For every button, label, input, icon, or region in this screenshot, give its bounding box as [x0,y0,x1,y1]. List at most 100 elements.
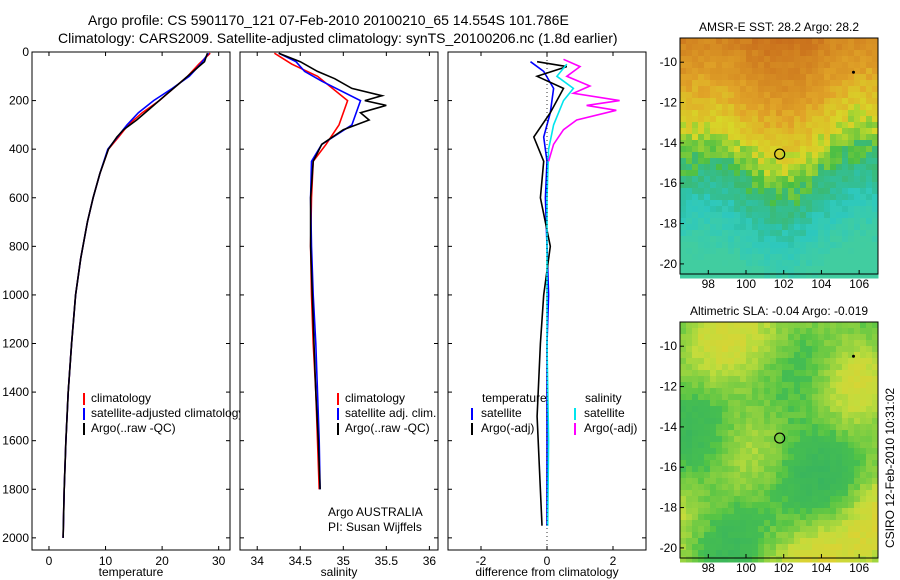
sla-map-cell [782,364,789,371]
sst-map-cell [686,194,693,201]
sst-map-cell [698,56,705,63]
sst-map-cell [866,158,873,165]
sst-map-cell [818,80,825,87]
sla-map-cell [800,370,807,377]
sla-map-cell [782,514,789,521]
sst-map-cell [764,146,771,153]
sla-map-cell [722,376,729,383]
sst-map-cell [836,56,843,63]
sst-map-cell [782,188,789,195]
sst-map-cell [794,254,801,261]
sst-map-cell [794,170,801,177]
sla-map-cell [812,550,819,557]
sla-map-cell [752,526,759,533]
sla-map-cell [830,340,837,347]
sst-map-cell [824,68,831,75]
sla-map-cell [692,412,699,419]
sst-map-cell [866,56,873,63]
sla-map-cell [734,556,741,563]
sla-map-cell [770,544,777,551]
sst-map-cell [800,248,807,255]
sst-map-cell [734,116,741,123]
sst-map-cell [788,266,795,273]
sla-map-cell [686,388,693,395]
sst-map-cell [860,122,867,129]
sst-map-cell [698,44,705,51]
sst-map-cell [806,170,813,177]
sla-map-cell [704,490,711,497]
sla-map-cell [788,550,795,557]
sla-map-cell [692,436,699,443]
sla-map-cell [770,514,777,521]
sst-map-cell [698,146,705,153]
sst-map-cell [818,206,825,213]
sla-map-cell [800,430,807,437]
sst-map-cell [740,254,747,261]
sla-map-cell [806,430,813,437]
difference-series-1 [532,60,568,526]
sla-map-cell [830,544,837,551]
sst-map-cell [698,266,705,273]
sla-map-cell [812,472,819,479]
sst-map-cell [818,218,825,225]
sst-map-cell [842,164,849,171]
sla-map-cell [872,394,879,401]
sla-map-cell [842,340,849,347]
sla-map-cell [824,340,831,347]
sla-map-cell [818,340,825,347]
sla-map-cell [746,358,753,365]
sst-map-cell [848,176,855,183]
sst-map-cell [686,164,693,171]
sst-map-cell [830,92,837,99]
sst-map-cell [710,194,717,201]
sla-map-cell [770,496,777,503]
sla-map-cell [740,346,747,353]
sst-map-cell [728,212,735,219]
sla-map-cell [698,526,705,533]
sla-map-cell [788,412,795,419]
sla-map-cell [692,538,699,545]
sla-map-cell [692,364,699,371]
sst-map-cell [698,134,705,141]
sst-map-cell [872,224,879,231]
sla-map-cell [734,382,741,389]
sst-map-cell [860,146,867,153]
sst-map-cell [716,218,723,225]
sst-map-cell [722,38,729,45]
sla-map-cell [716,322,723,329]
sla-map-cell [830,526,837,533]
sla-map-cell [716,436,723,443]
sst-map-cell [710,206,717,213]
sst-map-cell [860,68,867,75]
sla-map-cell [746,532,753,539]
sla-map-cell [812,532,819,539]
sst-map-cell [842,218,849,225]
sla-map-cell [710,430,717,437]
sla-map-cell [698,556,705,563]
sst-map-cell [818,104,825,111]
sla-map-cell [734,412,741,419]
sla-map-cell [722,370,729,377]
sla-map-cell [764,556,771,563]
sla-map-cell [746,406,753,413]
sla-map-cell [740,436,747,443]
sst-map-cell [854,128,861,135]
sla-map-cell [692,322,699,329]
sst-map-cell [794,92,801,99]
sst-map-cell [830,134,837,141]
sst-map-cell [758,236,765,243]
difference-xtick-label: 0 [544,554,551,568]
sla-map-cell [860,520,867,527]
sst-map-cell [692,248,699,255]
sst-map-cell [686,176,693,183]
sla-map-cell [740,490,747,497]
sst-map-cell [866,242,873,249]
sla-map-cell [818,472,825,479]
sla-map-cell [842,346,849,353]
sla-map-cell [818,376,825,383]
sla-map-cell [734,370,741,377]
sst-map-cell [842,266,849,273]
sla-map-cell [752,418,759,425]
sst-map-cell [812,56,819,63]
